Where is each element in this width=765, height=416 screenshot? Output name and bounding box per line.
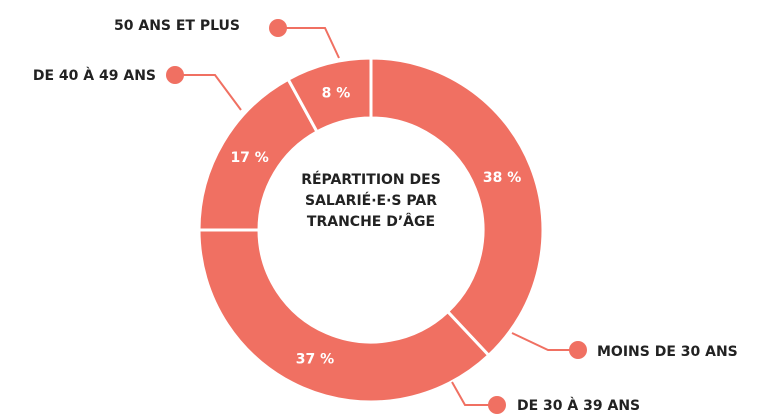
leader-dot [488, 396, 506, 414]
leader-line [278, 27, 340, 59]
leader-line [511, 332, 578, 351]
value-label: 38 % [483, 170, 521, 186]
leader-line [175, 74, 242, 111]
value-label: 37 % [296, 351, 334, 367]
donut-segment [197, 228, 491, 404]
value-label: 8 % [322, 85, 351, 101]
value-label: 17 % [230, 150, 268, 166]
leader-dot [166, 66, 184, 84]
chart-title: RÉPARTITION DES SALARIÉ·E·S PAR TRANCHE … [301, 172, 441, 230]
donut-segment [286, 56, 373, 134]
donut-segment [369, 56, 545, 358]
category-label: DE 30 À 39 ANS [517, 397, 640, 414]
leader-dot [569, 341, 587, 359]
category-label: 50 ANS ET PLUS [114, 18, 240, 34]
leader-line [451, 381, 497, 406]
category-label: MOINS DE 30 ANS [597, 344, 738, 360]
category-label: DE 40 À 49 ANS [33, 67, 156, 84]
leader-dot [269, 19, 287, 37]
